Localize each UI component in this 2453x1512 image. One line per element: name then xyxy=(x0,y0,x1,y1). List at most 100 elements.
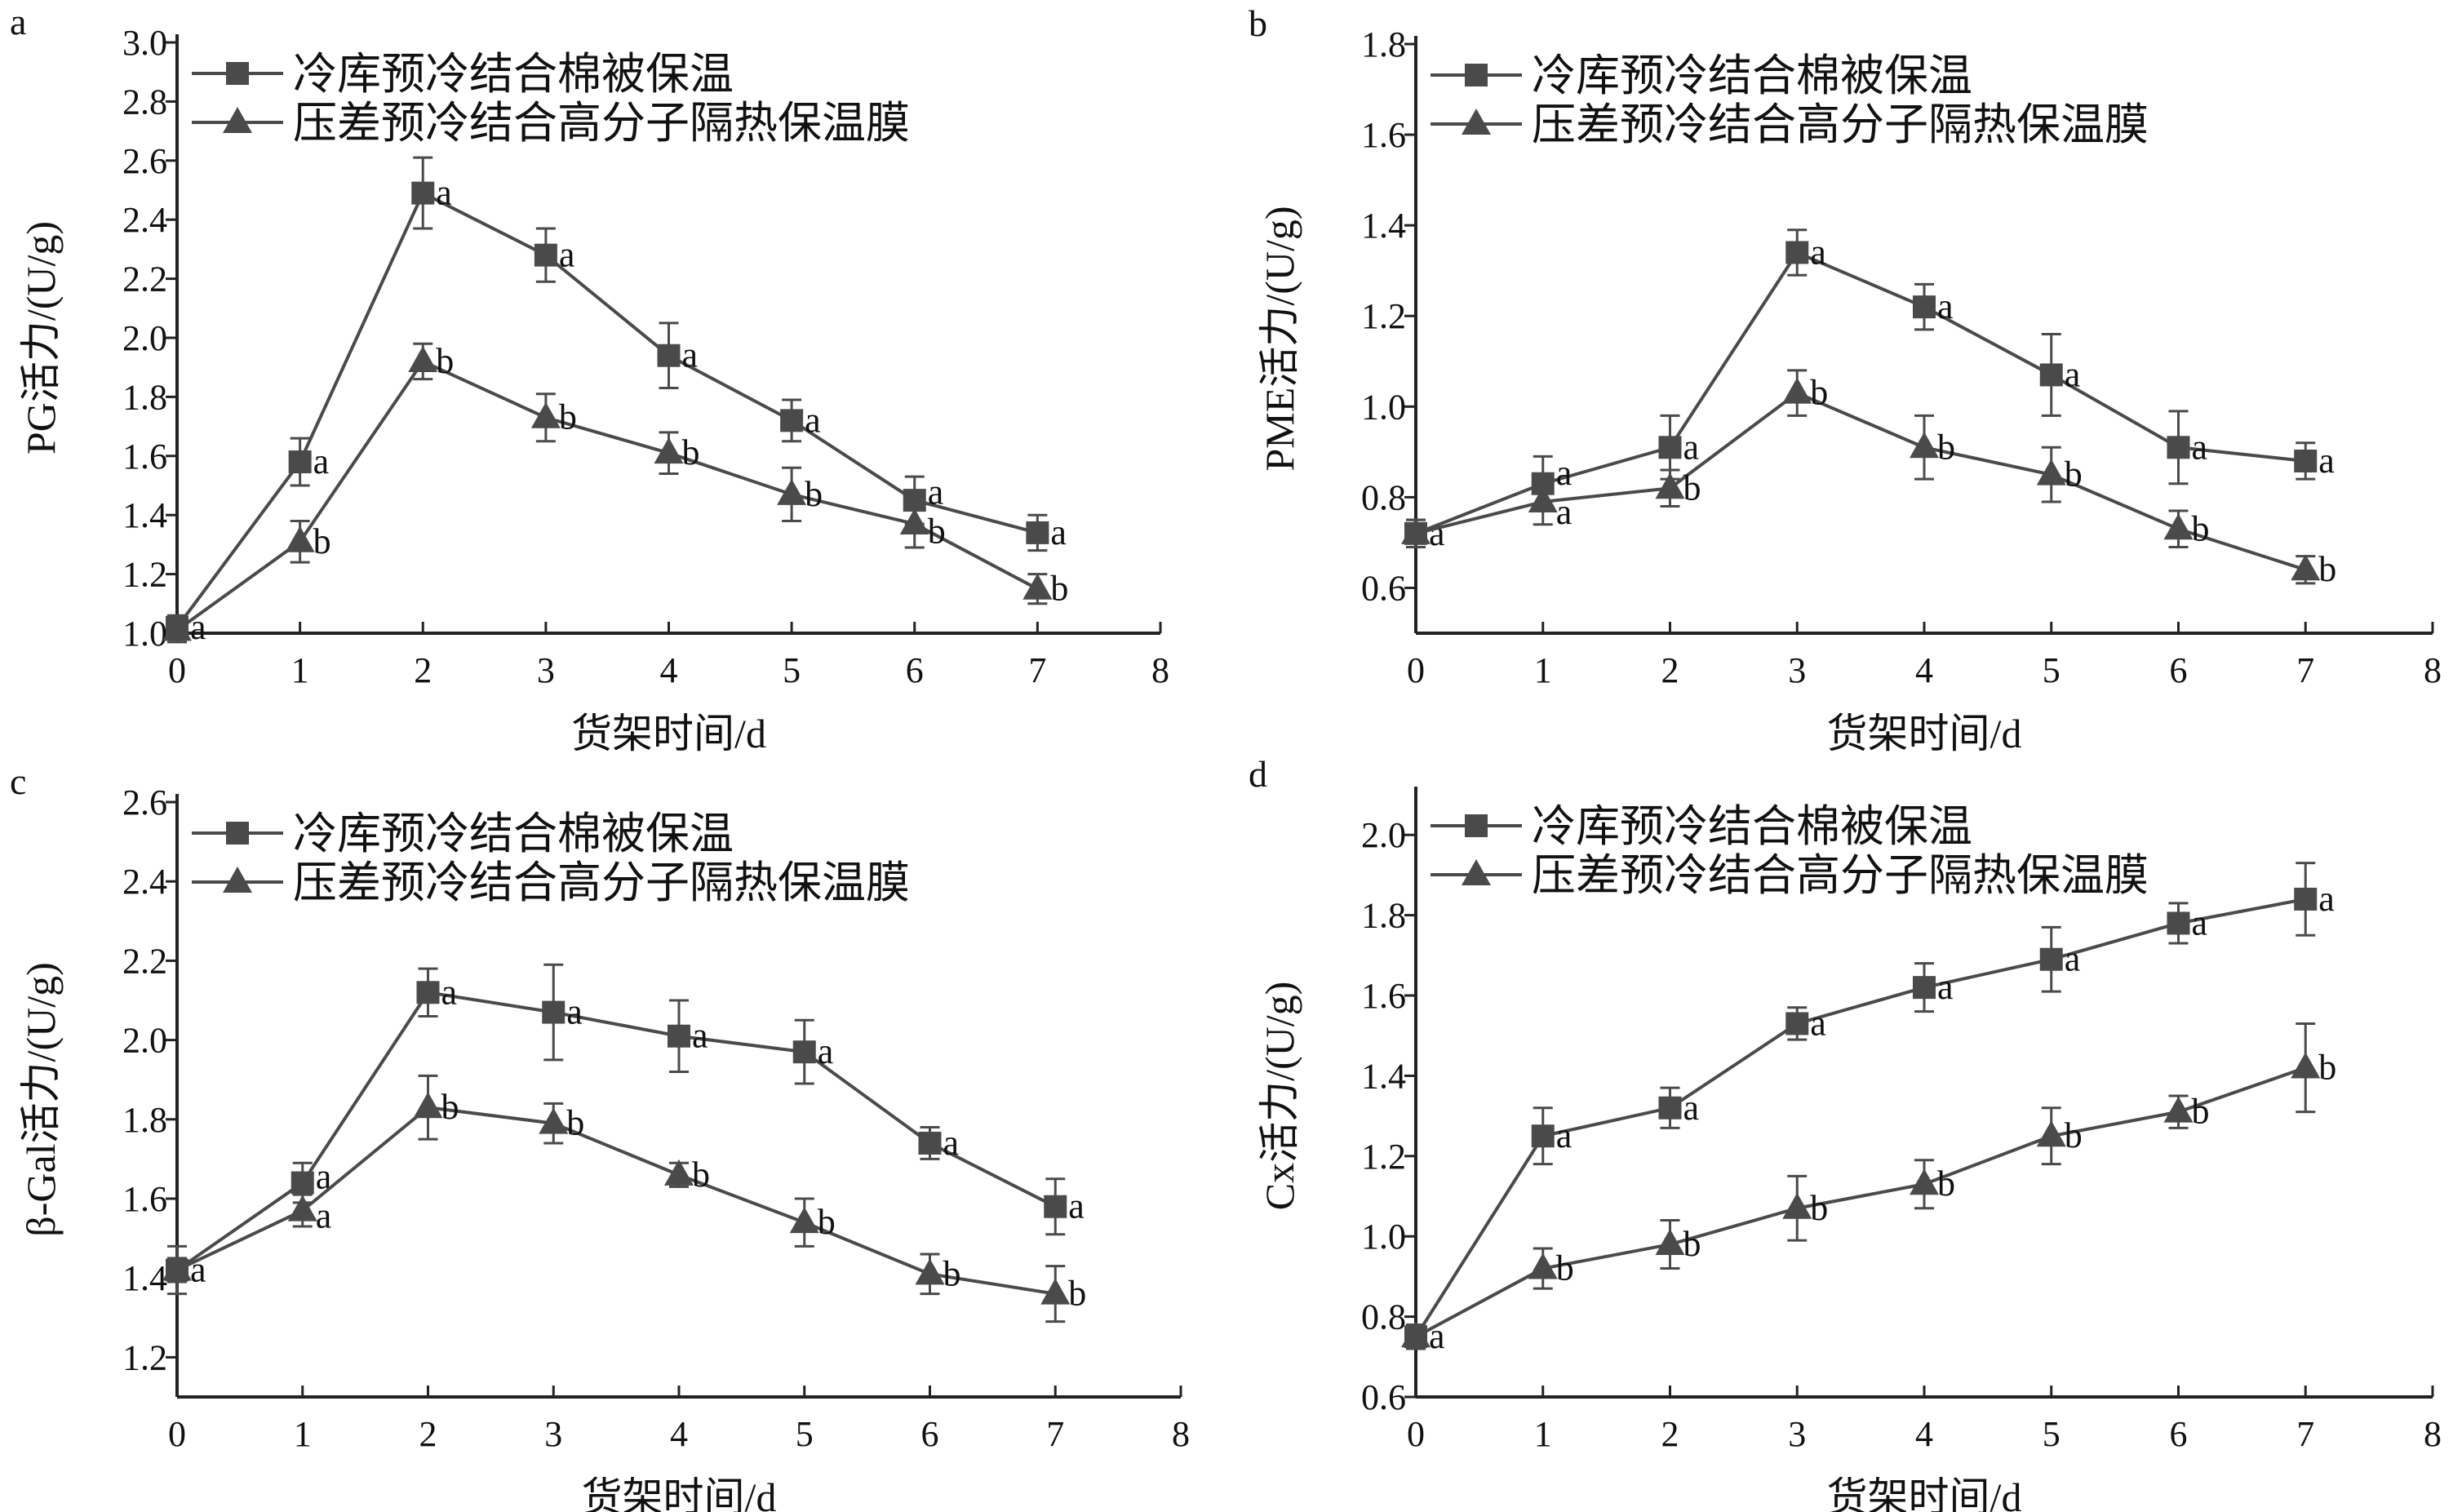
legend-entry: 冷库预冷结合棉被保温 xyxy=(1532,802,1972,851)
significance-label: a xyxy=(2318,879,2335,919)
significance-label: b xyxy=(928,512,946,552)
significance-label: a xyxy=(1556,1115,1572,1155)
significance-label: b xyxy=(2192,1092,2210,1132)
x-tick-label: 2 xyxy=(419,1414,437,1454)
significance-label: b xyxy=(1810,373,1828,413)
x-tick-label: 7 xyxy=(1046,1414,1064,1454)
data-point-square xyxy=(2167,911,2190,935)
x-tick-label: 5 xyxy=(783,650,801,690)
series-2: b b b b b b b xyxy=(162,341,1068,644)
y-tick-label: 0.8 xyxy=(1361,1297,1406,1337)
legend-marker-square xyxy=(226,62,249,85)
data-point-triangle xyxy=(2291,1052,2321,1079)
x-tick-label: 4 xyxy=(670,1414,688,1454)
y-tick-label: 2.4 xyxy=(122,862,167,902)
data-point-square xyxy=(411,181,435,205)
y-tick-label: 0.6 xyxy=(1361,568,1406,608)
data-point-square xyxy=(1785,241,1809,264)
x-axis-title: 货架时间/d xyxy=(1827,711,2022,756)
x-tick-label: 6 xyxy=(2170,650,2188,690)
data-point-triangle xyxy=(1528,486,1558,512)
x-tick-label: 1 xyxy=(294,1414,312,1454)
x-axis-title: 货架时间/d xyxy=(571,711,766,756)
y-tick-label: 1.4 xyxy=(1361,1056,1406,1096)
x-tick-label: 8 xyxy=(2424,1414,2442,1454)
x-tick-label: 3 xyxy=(537,650,555,690)
y-tick-label: 0.8 xyxy=(1361,477,1406,517)
significance-label: a xyxy=(682,335,699,375)
data-point-triangle xyxy=(777,478,807,505)
x-tick-label: 2 xyxy=(414,650,432,690)
chart-panel-c: c 0 1 2 3 4 5 6 7 8 1.2 1.4 1.6 1.8 2.0 2.2 2.4 2.6 货架时间/d… xyxy=(10,760,1190,1512)
series-line xyxy=(1415,391,2306,572)
y-tick-label: 1.8 xyxy=(122,1100,167,1140)
data-point-triangle xyxy=(1782,1192,1812,1219)
data-point-square xyxy=(291,1171,314,1195)
y-tick-label: 1.8 xyxy=(1361,896,1406,936)
panel-label: c xyxy=(10,760,26,802)
data-point-square xyxy=(1026,521,1049,544)
significance-label: b xyxy=(1810,1188,1828,1228)
x-tick-label: 4 xyxy=(1915,650,1933,690)
significance-label: a xyxy=(316,1196,332,1236)
x-tick-label: 3 xyxy=(1788,1414,1806,1454)
significance-label: b xyxy=(313,521,331,561)
data-point-square xyxy=(1785,1012,1809,1035)
data-point-square xyxy=(792,1040,816,1064)
data-point-triangle xyxy=(408,345,438,372)
significance-label: b xyxy=(1050,569,1068,609)
y-tick-label: 1.0 xyxy=(1361,1217,1406,1257)
x-tick-label: 7 xyxy=(2296,650,2314,690)
significance-label: a xyxy=(805,400,821,440)
significance-label: a xyxy=(1683,1088,1700,1128)
legend-entry: 压差预冷结合高分子隔热保温膜 xyxy=(1532,851,2149,900)
significance-label: a xyxy=(1429,513,1445,553)
x-tick-label: 3 xyxy=(1788,650,1806,690)
x-tick-label: 5 xyxy=(2043,1414,2060,1454)
significance-label: b xyxy=(2192,508,2210,548)
data-point-triangle xyxy=(2036,1120,2066,1147)
legend-marker-triangle xyxy=(1462,109,1491,135)
significance-label: b xyxy=(1683,1224,1701,1264)
significance-label: b xyxy=(1556,1248,1574,1288)
data-point-triangle xyxy=(2163,513,2194,540)
data-point-triangle xyxy=(1782,377,1812,404)
data-point-triangle xyxy=(287,1195,317,1222)
data-point-triangle xyxy=(1040,1278,1071,1305)
x-tick-label: 8 xyxy=(1151,650,1169,690)
x-tick-label: 7 xyxy=(2296,1414,2314,1454)
data-point-triangle xyxy=(413,1092,443,1119)
significance-label: a xyxy=(441,972,458,1012)
panel-label: a xyxy=(10,1,26,42)
y-tick-label: 0.6 xyxy=(1361,1377,1406,1417)
significance-label: b xyxy=(943,1253,961,1293)
data-point-square xyxy=(780,409,804,432)
y-tick-label: 2.2 xyxy=(122,941,167,981)
significance-label: a xyxy=(1683,427,1700,467)
significance-label: a xyxy=(1556,492,1572,532)
x-tick-label: 1 xyxy=(291,650,309,690)
x-tick-label: 2 xyxy=(1661,650,1679,690)
y-tick-label: 1.0 xyxy=(1361,387,1406,427)
x-tick-label: 6 xyxy=(2170,1414,2188,1454)
x-tick-label: 0 xyxy=(168,650,186,690)
data-point-square xyxy=(2039,363,2063,387)
x-tick-label: 8 xyxy=(2424,650,2442,690)
series-line xyxy=(176,1106,1056,1296)
significance-label: b xyxy=(1683,468,1701,508)
y-tick-label: 2.4 xyxy=(122,200,167,240)
x-tick-label: 4 xyxy=(1915,1414,1933,1454)
x-axis-title: 货架时间/d xyxy=(582,1474,777,1512)
data-point-square xyxy=(2039,947,2063,971)
x-tick-label: 4 xyxy=(660,650,678,690)
x-tick-label: 1 xyxy=(1534,650,1552,690)
y-tick-label: 2.2 xyxy=(122,259,167,299)
significance-label: a xyxy=(928,472,944,512)
data-point-square xyxy=(1658,1096,1682,1120)
legend-marker-triangle xyxy=(223,867,252,893)
data-point-triangle xyxy=(1655,472,1685,499)
